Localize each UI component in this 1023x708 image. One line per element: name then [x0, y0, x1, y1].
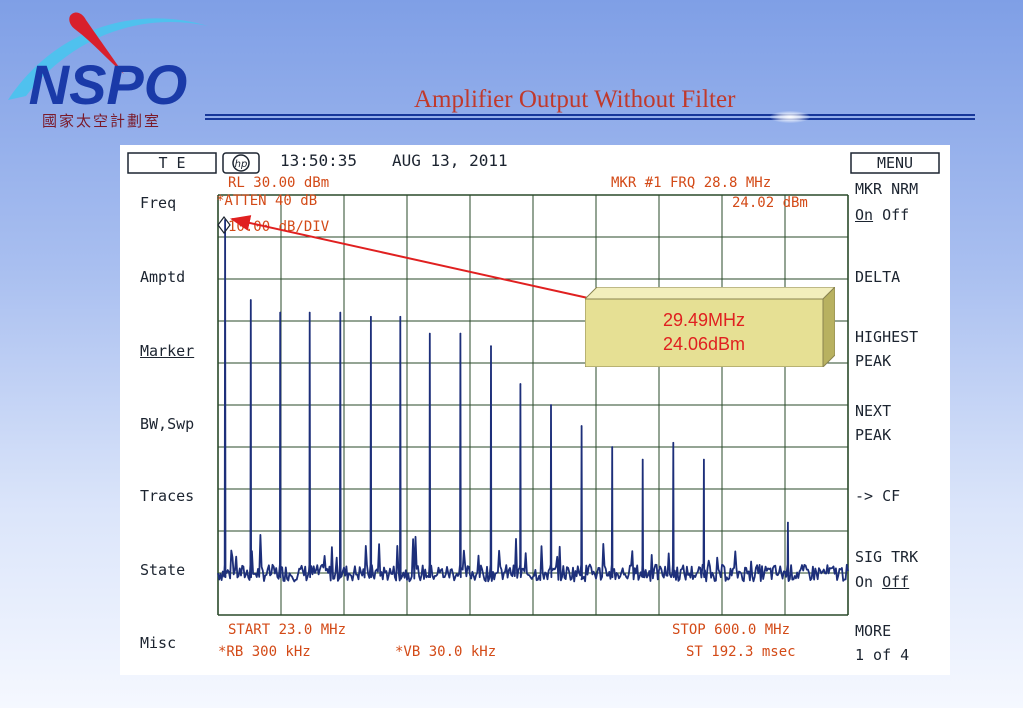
video-bandwidth: *VB 30.0 kHz: [395, 644, 497, 660]
marker-diamond-icon: [217, 216, 231, 234]
softkey-mkr-nrm[interactable]: MKR NRM: [855, 180, 919, 198]
softkey-highest-peak[interactable]: HIGHEST PEAK: [855, 328, 918, 370]
softkey-bw-swp[interactable]: BW,Swp: [140, 415, 195, 433]
softkey-more-page: 1 of 4: [855, 646, 910, 664]
marker-frequency: MKR #1 FRQ 28.8 MHz: [611, 175, 772, 191]
softkey-delta[interactable]: DELTA: [855, 268, 901, 286]
callout-level: 24.06dBm: [662, 334, 746, 354]
svg-text:NSPO: NSPO: [29, 53, 188, 116]
sig-trk-off-option[interactable]: Off: [882, 573, 910, 591]
callout-text: 29.49MHz 24.06dBm: [585, 308, 823, 356]
logo-subtitle: 國家太空計劃室: [42, 112, 162, 130]
hp-logo-icon: [232, 154, 250, 172]
marker-level: 24.02 dBm: [732, 195, 808, 211]
spectrum-peak-7: [399, 316, 402, 318]
softkey-more[interactable]: MORE 1 of 4: [855, 622, 909, 664]
sweep-time: ST 192.3 msec: [686, 644, 796, 660]
spectrum-peak-17: [703, 458, 705, 461]
softkey-sig-trk[interactable]: SIG TRK: [855, 548, 919, 566]
spectrum-analyzer-screen: T E hp 13:50:35 AUG 13, 2011 MENU RL 30.…: [120, 145, 950, 675]
spectrum-peak-18: [787, 521, 789, 524]
spectrum-peak-10: [490, 345, 492, 347]
start-frequency: START 23.0 MHz: [228, 622, 347, 638]
softkey-more-line1: MORE: [855, 622, 892, 640]
peak-marks: [224, 219, 789, 524]
mkr-on-option[interactable]: On: [855, 206, 874, 224]
softkey-amptd[interactable]: Amptd: [140, 268, 186, 286]
mode-box-label: T E: [158, 154, 185, 172]
mode-box: [127, 152, 217, 174]
slide-title: Amplifier Output Without Filter: [414, 86, 736, 113]
softkey-to-cf[interactable]: -> CF: [855, 487, 901, 505]
sig-trk-on-option[interactable]: On: [855, 573, 874, 591]
sig-trk-on-off-toggle[interactable]: On Off: [855, 573, 909, 591]
analyzer-time: 13:50:35: [280, 151, 358, 170]
hp-logo-text: hp: [235, 159, 248, 170]
mkr-off-option[interactable]: Off: [882, 206, 910, 224]
spectrum-peak-11: [519, 383, 522, 385]
softkey-highest-line2: PEAK: [855, 352, 892, 370]
spectrum-trace: [217, 219, 849, 583]
mkr-on-off-toggle[interactable]: On Off: [855, 206, 909, 224]
spectrum-peak-3: [279, 311, 282, 314]
callout-frequency: 29.49MHz: [662, 310, 746, 330]
attenuation: *ATTEN 40 dB: [216, 193, 318, 209]
spectrum-peak-5: [339, 311, 342, 314]
spectrum-peak-8: [429, 332, 431, 335]
nspo-logo: NSPO: [8, 12, 208, 116]
spectrum-peak-13: [580, 425, 583, 427]
softkey-next-line2: PEAK: [855, 426, 892, 444]
spectrum-peak-4: [308, 311, 311, 314]
spectrum-peak-9: [459, 332, 462, 335]
spectrum-peak-12: [550, 404, 552, 406]
softkey-freq[interactable]: Freq: [140, 194, 177, 212]
menu-box-label: MENU: [876, 154, 914, 172]
analyzer-date: AUG 13, 2011: [392, 151, 508, 170]
softkey-state[interactable]: State: [140, 561, 186, 579]
spectrum-peak-14: [611, 446, 613, 448]
resolution-bandwidth: *RB 300 kHz: [218, 644, 311, 660]
spectrum-peak-16: [672, 442, 675, 444]
spectrum-peak-15: [641, 458, 644, 461]
menu-box: [850, 152, 940, 174]
stop-frequency: STOP 600.0 MHz: [672, 622, 791, 638]
title-rule: [205, 111, 975, 123]
softkey-next-peak[interactable]: NEXT PEAK: [855, 402, 891, 444]
softkey-next-line1: NEXT: [855, 402, 892, 420]
spectrum-peak-6: [370, 316, 372, 318]
softkey-marker[interactable]: Marker: [140, 342, 195, 360]
softkey-highest-line1: HIGHEST: [855, 328, 919, 346]
softkey-misc[interactable]: Misc: [140, 634, 177, 652]
hp-logo-box: [222, 152, 260, 174]
spectrum-peak-2: [249, 299, 252, 301]
softkey-traces[interactable]: Traces: [140, 487, 195, 505]
reference-level: RL 30.00 dBm: [228, 175, 330, 191]
callout-box: [585, 287, 835, 367]
